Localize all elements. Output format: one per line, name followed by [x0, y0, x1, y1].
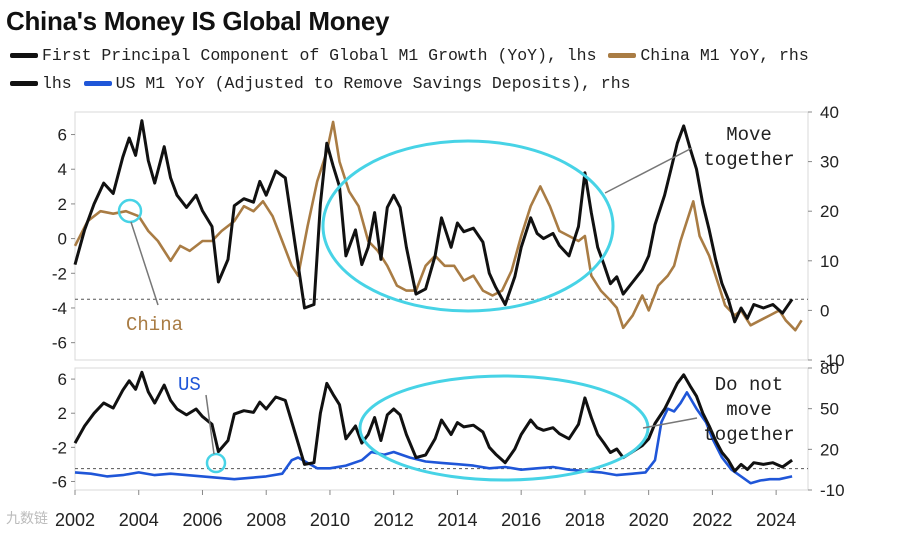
annotation-move-together: Move — [726, 124, 772, 146]
legend-swatch-pc1 — [10, 53, 38, 59]
x-tick-label: 2004 — [119, 510, 159, 530]
y-tick-label-right: -10 — [820, 351, 845, 370]
y-tick-label-right: 50 — [820, 400, 839, 419]
us-callout-line — [205, 394, 215, 455]
annotation-move-together: together — [703, 149, 794, 171]
x-tick-label: 2010 — [310, 510, 350, 530]
y-tick-label-left: 0 — [58, 230, 67, 249]
us-callout-circle — [205, 452, 227, 474]
legend-swatch-china — [608, 53, 637, 59]
legend-swatch-pc1-2 — [10, 81, 38, 87]
x-tick-label: 2008 — [246, 510, 286, 530]
plot-frame-2 — [74, 367, 809, 491]
x-tick-label: 2022 — [692, 510, 732, 530]
legend-row-2: lhs US M1 YoY (Adjusted to Remove Saving… — [8, 74, 631, 93]
x-tick-label: 2020 — [629, 510, 669, 530]
legend-swatch-us — [83, 81, 112, 87]
china-label: China — [126, 314, 183, 336]
x-tick-label: 2002 — [55, 510, 95, 530]
y-tick-label-left: 6 — [58, 126, 67, 145]
do-not-move-pointer — [642, 417, 698, 429]
y-tick-label-left: -4 — [52, 299, 67, 318]
x-tick-label: 2016 — [501, 510, 541, 530]
annotation-do-not-move: together — [703, 424, 794, 446]
series-line-china — [73, 120, 803, 332]
y-tick-label-left: -6 — [52, 472, 67, 491]
y-tick-label-right: 80 — [820, 359, 839, 378]
legend-label-pc1: First Principal Component of Global M1 G… — [42, 46, 597, 65]
y-tick-label-left: 4 — [58, 160, 67, 179]
x-tick-label: 2012 — [374, 510, 414, 530]
china-callout-line — [130, 221, 159, 306]
y-tick-label-right: 40 — [820, 103, 839, 122]
x-tick-label: 2006 — [182, 510, 222, 530]
y-tick-label-left: 2 — [58, 404, 67, 423]
y-tick-label-right: 20 — [820, 202, 839, 221]
y-tick-label-right: 30 — [820, 153, 839, 172]
plot-frame-1 — [74, 111, 809, 361]
annotation-do-not-move: move — [726, 399, 772, 421]
move-together-pointer — [604, 147, 693, 194]
series-line-pc1 — [73, 370, 793, 473]
y-tick-label-right: -10 — [820, 481, 845, 500]
x-tick-label: 2024 — [756, 510, 796, 530]
y-tick-label-right: 20 — [820, 440, 839, 459]
y-tick-label-left: -2 — [52, 264, 67, 283]
us-label: US — [178, 374, 201, 396]
highlight-ellipse — [321, 139, 615, 313]
y-tick-label-left: 6 — [58, 370, 67, 389]
series-line-pc1 — [73, 119, 794, 324]
legend-label-pc1-short: lhs — [42, 74, 72, 93]
watermark: 九数链 — [6, 511, 48, 527]
y-tick-label-right: 10 — [820, 252, 839, 271]
legend-row-1: First Principal Component of Global M1 G… — [8, 46, 809, 65]
highlight-ellipse — [358, 374, 650, 482]
x-tick-label: 2018 — [565, 510, 605, 530]
series-line-us — [74, 391, 793, 485]
y-tick-label-left: -6 — [52, 334, 67, 353]
x-tick-label: 2014 — [437, 510, 477, 530]
legend-label-china: China M1 YoY, rhs — [640, 46, 809, 65]
y-tick-label-left: 2 — [58, 195, 67, 214]
china-callout-circle — [117, 198, 143, 224]
page-title: China's Money IS Global Money — [6, 6, 390, 36]
annotation-do-not-move: Do not — [715, 374, 783, 396]
y-tick-label-left: -2 — [52, 438, 67, 457]
y-tick-label-right: 0 — [820, 301, 829, 320]
legend-label-us: US M1 YoY (Adjusted to Remove Savings De… — [115, 74, 631, 93]
